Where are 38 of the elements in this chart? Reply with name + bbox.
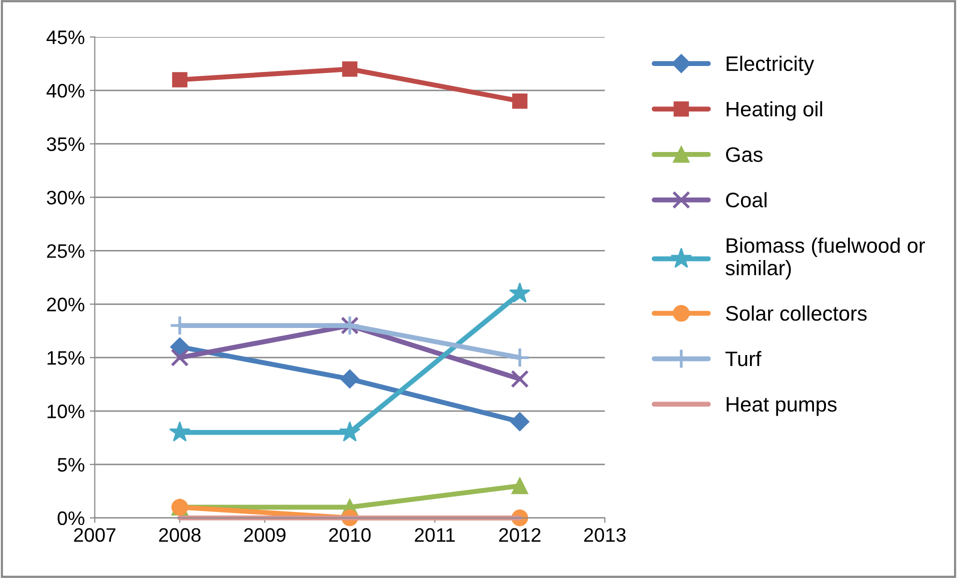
point bbox=[512, 93, 528, 109]
y-tick-label: 20% bbox=[47, 298, 84, 312]
y-tick-label: 25% bbox=[47, 244, 84, 258]
point bbox=[509, 347, 530, 368]
legend-label: Solar collectors bbox=[726, 305, 867, 321]
x-tick-label: 2012 bbox=[499, 528, 540, 542]
point bbox=[170, 337, 190, 356]
y-tick-label: 30% bbox=[46, 190, 84, 205]
y-tick-label: 5% bbox=[58, 458, 84, 472]
x-tick-label: 2008 bbox=[159, 528, 201, 542]
legend-label: Heating oil bbox=[726, 101, 822, 121]
y-tick-label: 45% bbox=[46, 30, 84, 44]
legend-label: Heat pumps bbox=[726, 397, 837, 416]
legend-label: Electricity bbox=[726, 56, 814, 76]
point bbox=[169, 421, 190, 442]
point bbox=[342, 61, 358, 77]
point bbox=[170, 348, 189, 367]
legend-label: Coal bbox=[726, 192, 766, 208]
x-tick-label: 2011 bbox=[414, 528, 455, 542]
point bbox=[339, 421, 360, 442]
point bbox=[172, 72, 188, 88]
x-tick-label: 2009 bbox=[244, 528, 286, 542]
point bbox=[340, 369, 360, 388]
y-tick-label: 15% bbox=[48, 351, 84, 365]
x-tick-label: 2010 bbox=[329, 528, 371, 542]
y-tick-label: 40% bbox=[46, 84, 84, 98]
x-tick-label: 2013 bbox=[584, 528, 626, 542]
legend-label: Biomass (fuelwood or similar) bbox=[726, 238, 925, 280]
x-tick-label: 2007 bbox=[74, 528, 116, 542]
y-tick-label: 0% bbox=[58, 511, 84, 526]
y-tick-label: 35% bbox=[46, 137, 84, 152]
point bbox=[510, 370, 529, 388]
point bbox=[510, 412, 530, 432]
point bbox=[509, 282, 530, 303]
legend-label: Turf bbox=[725, 350, 762, 366]
point bbox=[511, 477, 528, 494]
legend-label: Gas bbox=[726, 147, 762, 162]
y-tick-label: 10% bbox=[48, 404, 84, 418]
